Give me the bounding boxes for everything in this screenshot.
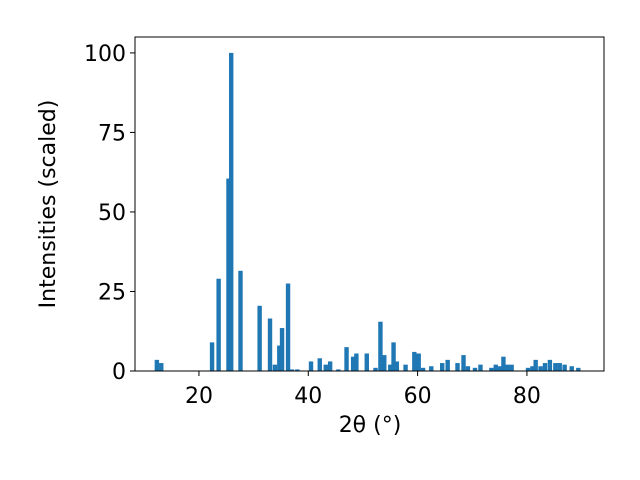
- bar: [382, 355, 387, 371]
- bar: [272, 364, 278, 371]
- bar: [277, 345, 282, 371]
- bar: [323, 364, 328, 371]
- bar: [229, 52, 234, 372]
- x-tick-label: 20: [185, 384, 213, 409]
- bar: [562, 364, 567, 371]
- bar: [497, 366, 503, 371]
- bar: [533, 359, 538, 371]
- bar: [525, 367, 531, 371]
- bar: [509, 364, 514, 371]
- bar: [344, 347, 349, 371]
- y-tick-label: 25: [98, 280, 126, 305]
- bar: [553, 363, 558, 371]
- bar: [445, 359, 450, 371]
- bar: [557, 363, 562, 371]
- bar: [209, 342, 215, 371]
- bar: [493, 364, 498, 371]
- bar: [226, 178, 231, 371]
- x-axis-label: 2θ (°): [339, 413, 402, 438]
- bar: [547, 359, 553, 371]
- bar: [350, 356, 356, 371]
- bar: [391, 342, 396, 371]
- bar: [267, 318, 273, 371]
- bar: [373, 367, 378, 371]
- bar: [489, 367, 494, 371]
- bar: [279, 328, 285, 371]
- bar: [478, 364, 483, 371]
- bar: [416, 353, 421, 371]
- bar: [461, 355, 466, 371]
- x-tick-label: 40: [294, 384, 322, 409]
- bar: [440, 363, 445, 371]
- bar: [364, 353, 369, 371]
- bar: [295, 369, 300, 371]
- bar: [216, 278, 221, 371]
- bar: [378, 321, 383, 371]
- x-tick-label: 60: [404, 384, 432, 409]
- bar: [429, 366, 434, 371]
- bar: [394, 361, 400, 371]
- bar: [501, 356, 506, 371]
- bar: [285, 283, 291, 371]
- y-tick-label: 50: [98, 201, 126, 226]
- y-axis-label: Intensities (scaled): [36, 100, 61, 309]
- bar: [569, 366, 574, 371]
- bar: [238, 270, 243, 371]
- bar: [403, 364, 408, 371]
- bar: [538, 366, 543, 371]
- y-tick-label: 100: [84, 42, 126, 67]
- bar: [412, 351, 417, 371]
- bar: [327, 361, 333, 371]
- bar: [257, 305, 262, 371]
- bar: [289, 369, 295, 371]
- bar: [472, 367, 478, 371]
- bar: [159, 363, 164, 371]
- bar: [308, 361, 314, 371]
- bar: [576, 367, 581, 371]
- bar: [317, 358, 322, 371]
- x-tick-label: 80: [513, 384, 541, 409]
- bar: [154, 359, 160, 371]
- bar: [420, 367, 426, 371]
- bar: [542, 363, 548, 371]
- bar: [354, 353, 359, 371]
- bar: [465, 366, 471, 371]
- bar: [336, 369, 341, 371]
- bar: [505, 364, 510, 371]
- y-tick-label: 0: [112, 360, 126, 385]
- bar: [455, 363, 460, 371]
- y-tick-label: 75: [98, 121, 126, 146]
- bar: [530, 366, 535, 371]
- bar: [388, 364, 393, 371]
- plot-frame: [134, 36, 605, 372]
